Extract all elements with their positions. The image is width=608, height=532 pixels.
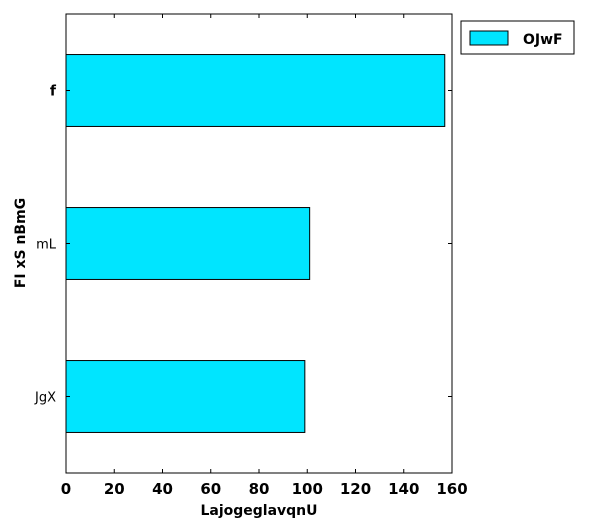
bar-ml	[65, 207, 311, 280]
legend: OJwF	[460, 20, 575, 55]
y-axis-label: FI xS nBmG	[13, 198, 29, 288]
x-tick-label-140: 140	[388, 480, 419, 498]
legend-swatch-ojwf	[469, 30, 509, 46]
x-tick-label-120: 120	[340, 480, 371, 498]
x-tick-label-160: 160	[436, 480, 467, 498]
x-tick-label-60: 60	[200, 480, 221, 498]
x-tick-label-0: 0	[61, 480, 71, 498]
y-tick-label-jgx: JgX	[34, 391, 56, 406]
bar-jgx	[65, 360, 306, 433]
y-tick-label-ml: mL	[36, 238, 57, 253]
x-tick-label-20: 20	[104, 480, 125, 498]
x-tick-label-80: 80	[249, 480, 270, 498]
bar-f	[65, 54, 446, 127]
x-axis-ticks: 0 20 40 60 80 100 120 140 160	[61, 14, 468, 498]
y-tick-label-f: f	[50, 84, 57, 100]
bars-group	[65, 54, 446, 433]
y-axis-ticks: f mL JgX	[34, 84, 452, 406]
x-axis-label: LajogeglavqnU	[200, 503, 317, 519]
x-tick-label-100: 100	[292, 480, 323, 498]
x-tick-label-40: 40	[152, 480, 173, 498]
legend-label-ojwf: OJwF	[523, 32, 563, 48]
